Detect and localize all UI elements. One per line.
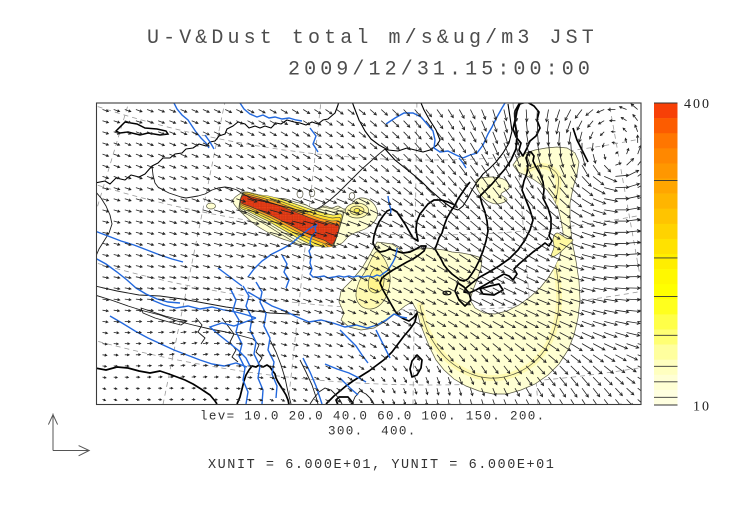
svg-text:U-V&Dust total m/s&ug/m3 JST: U-V&Dust total m/s&ug/m3 JST bbox=[147, 27, 598, 50]
svg-text:XUNIT = 6.000E+01, YUNIT = 6.0: XUNIT = 6.000E+01, YUNIT = 6.000E+01 bbox=[208, 458, 555, 473]
svg-text:lev= 10.0 20.0 40.0 60.0 100.: lev= 10.0 20.0 40.0 60.0 100. 150. 200. bbox=[200, 410, 545, 424]
svg-text:400: 400 bbox=[684, 97, 711, 112]
svg-text:2009/12/31.15:00:00: 2009/12/31.15:00:00 bbox=[288, 59, 594, 82]
svg-text:10: 10 bbox=[693, 400, 711, 415]
svg-text:300. 400.: 300. 400. bbox=[328, 425, 417, 439]
